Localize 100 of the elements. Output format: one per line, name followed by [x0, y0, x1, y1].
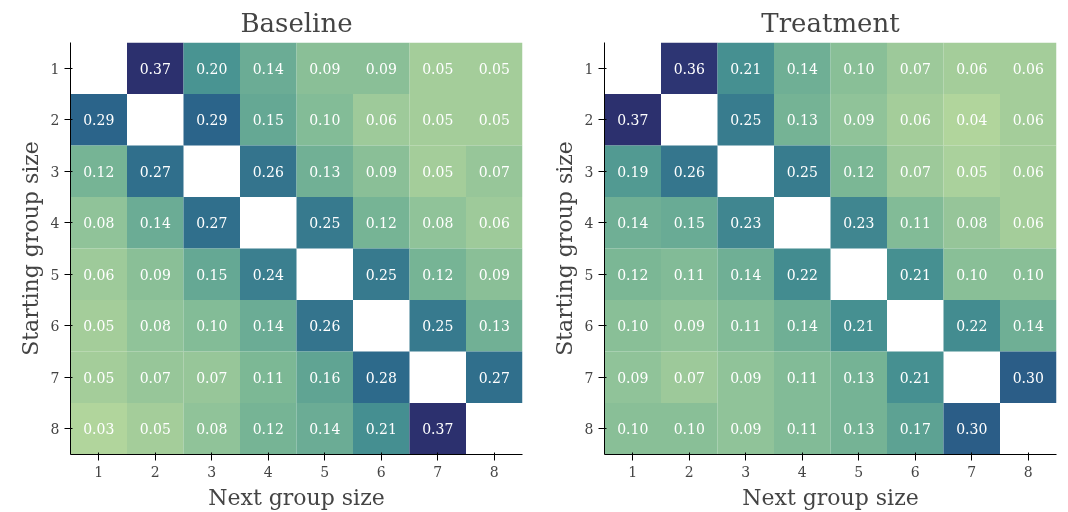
data-label: 0.03 — [83, 421, 115, 438]
data-label: 0.15 — [673, 215, 705, 232]
data-label: 0.26 — [252, 163, 284, 180]
data-label: 0.20 — [196, 60, 228, 77]
data-label: 0.11 — [786, 369, 818, 386]
data-label: 0.29 — [196, 112, 228, 129]
data-label: 0.09 — [617, 369, 649, 386]
y-tick-label: 3 — [50, 163, 60, 180]
x-tick-label: 7 — [967, 463, 977, 480]
data-label: 0.14 — [1012, 318, 1044, 335]
y-tick-label: 2 — [50, 112, 60, 129]
data-label: 0.16 — [309, 369, 341, 386]
data-label: 0.04 — [956, 112, 988, 129]
data-label: 0.05 — [422, 163, 454, 180]
data-label: 0.37 — [139, 60, 171, 77]
chart-title: Baseline — [240, 7, 353, 38]
y-tick-label: 2 — [584, 112, 594, 129]
data-label: 0.37 — [422, 421, 454, 438]
y-tick-label: 7 — [50, 369, 60, 386]
data-label: 0.06 — [478, 215, 510, 232]
x-tick-label: 3 — [741, 463, 751, 480]
data-label: 0.29 — [83, 112, 115, 129]
data-label: 0.28 — [365, 369, 397, 386]
data-label: 0.14 — [252, 60, 284, 77]
x-tick-label: 2 — [684, 463, 694, 480]
data-label: 0.12 — [617, 266, 649, 283]
data-label: 0.05 — [83, 318, 115, 335]
data-label: 0.07 — [139, 369, 171, 386]
data-label: 0.21 — [843, 318, 875, 335]
x-tick-label: 6 — [910, 463, 920, 480]
data-label: 0.21 — [899, 369, 931, 386]
data-label: 0.08 — [196, 421, 228, 438]
data-label: 0.06 — [1012, 163, 1044, 180]
data-label: 0.27 — [196, 215, 228, 232]
x-tick-label: 6 — [376, 463, 386, 480]
data-label: 0.09 — [309, 60, 341, 77]
y-tick-label: 1 — [50, 60, 60, 77]
data-label: 0.09 — [843, 112, 875, 129]
x-axis-title: Next group size — [208, 484, 385, 510]
data-label: 0.12 — [83, 163, 115, 180]
y-axis-title: Starting group size — [17, 141, 43, 356]
data-label: 0.14 — [139, 215, 171, 232]
data-label: 0.12 — [422, 266, 454, 283]
y-tick-label: 4 — [50, 215, 60, 232]
data-label: 0.13 — [843, 369, 875, 386]
data-label: 0.30 — [956, 421, 988, 438]
data-label: 0.09 — [478, 266, 510, 283]
data-label: 0.07 — [673, 369, 705, 386]
data-label: 0.05 — [422, 60, 454, 77]
data-label: 0.09 — [365, 60, 397, 77]
x-tick-label: 4 — [263, 463, 273, 480]
data-label: 0.19 — [617, 163, 649, 180]
y-tick-label: 4 — [584, 215, 594, 232]
data-label: 0.23 — [730, 215, 762, 232]
y-tick-label: 5 — [584, 266, 594, 283]
x-tick-label: 1 — [94, 463, 104, 480]
data-label: 0.13 — [478, 318, 510, 335]
y-tick-label: 1 — [584, 60, 594, 77]
data-label: 0.09 — [365, 163, 397, 180]
data-label: 0.14 — [730, 266, 762, 283]
data-label: 0.13 — [843, 421, 875, 438]
data-label: 0.14 — [786, 318, 818, 335]
data-label: 0.10 — [673, 421, 705, 438]
data-label: 0.13 — [786, 112, 818, 129]
data-label: 0.14 — [252, 318, 284, 335]
data-label: 0.11 — [899, 215, 931, 232]
data-label: 0.07 — [899, 163, 931, 180]
data-label: 0.37 — [617, 112, 649, 129]
data-label: 0.21 — [899, 266, 931, 283]
data-label: 0.14 — [309, 421, 341, 438]
x-axis-title: Next group size — [742, 484, 919, 510]
data-label: 0.25 — [422, 318, 454, 335]
y-tick-label: 5 — [50, 266, 60, 283]
data-label: 0.23 — [843, 215, 875, 232]
data-label: 0.08 — [139, 318, 171, 335]
data-label: 0.06 — [899, 112, 931, 129]
data-label: 0.11 — [786, 421, 818, 438]
data-label: 0.15 — [252, 112, 284, 129]
data-label: 0.25 — [786, 163, 818, 180]
data-label: 0.10 — [196, 318, 228, 335]
x-tick-label: 4 — [797, 463, 807, 480]
data-label: 0.13 — [309, 163, 341, 180]
y-tick-label: 8 — [50, 421, 60, 438]
y-tick-label: 7 — [584, 369, 594, 386]
data-label: 0.10 — [617, 318, 649, 335]
data-label: 0.06 — [1012, 215, 1044, 232]
data-label: 0.11 — [252, 369, 284, 386]
y-axis-title: Starting group size — [551, 141, 577, 356]
y-tick-label: 8 — [584, 421, 594, 438]
data-label: 0.24 — [252, 266, 284, 283]
data-label: 0.05 — [956, 163, 988, 180]
data-label: 0.06 — [956, 60, 988, 77]
data-label: 0.10 — [1012, 266, 1044, 283]
data-label: 0.05 — [83, 369, 115, 386]
data-label: 0.17 — [899, 421, 931, 438]
data-label: 0.07 — [478, 163, 510, 180]
data-label: 0.25 — [730, 112, 762, 129]
data-label: 0.05 — [139, 421, 171, 438]
x-tick-label: 8 — [489, 463, 499, 480]
x-tick-label: 3 — [207, 463, 217, 480]
